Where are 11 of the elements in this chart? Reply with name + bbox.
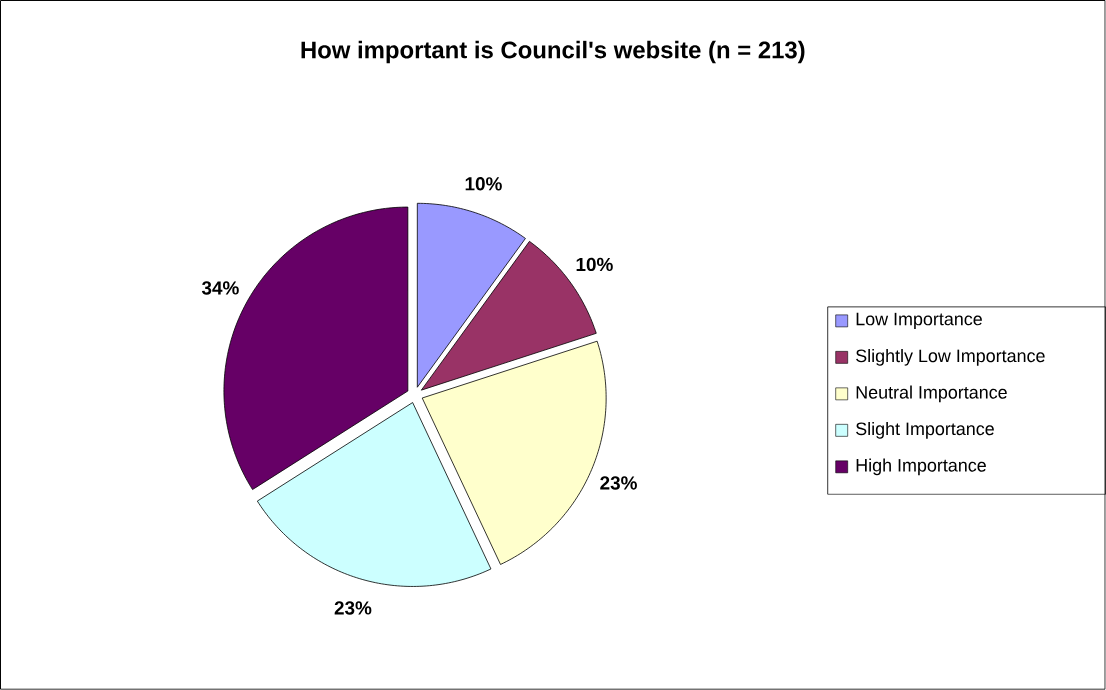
legend-label: Slightly Low Importance bbox=[856, 349, 1045, 366]
data-label: 23% bbox=[334, 601, 372, 615]
legend-label: Low Importance bbox=[856, 312, 982, 330]
legend-label: Slight Importance bbox=[856, 422, 994, 439]
data-label: 10% bbox=[576, 257, 613, 272]
legend-label: Neutral Importance bbox=[856, 385, 1007, 403]
data-label: 34% bbox=[201, 281, 239, 295]
data-label: 23% bbox=[600, 476, 637, 490]
legend-label: High Importance bbox=[856, 458, 986, 476]
data-label: 10% bbox=[465, 177, 502, 191]
chart-title: How important is Council's website (n = 213) bbox=[301, 40, 805, 64]
